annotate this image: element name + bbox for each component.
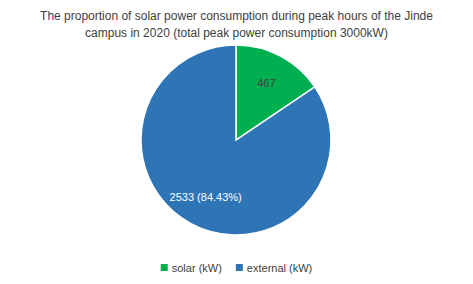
legend-swatch (236, 264, 243, 271)
data-label: 467 (257, 77, 275, 89)
chart: The proportion of solar power consumptio… (0, 0, 473, 284)
legend-swatch (161, 264, 168, 271)
legend-label: external (kW) (247, 262, 312, 274)
legend-label: solar (kW) (172, 262, 222, 274)
title: The proportion of solar power consumptio… (40, 9, 433, 40)
background (0, 0, 473, 284)
legend-item: external (kW) (236, 262, 312, 274)
data-label: 2533 (84.43%) (170, 191, 242, 203)
title-line: campus in 2020 (total peak power consump… (85, 26, 388, 40)
legend: solar (kW) external (kW) (161, 262, 313, 274)
title-line: The proportion of solar power consumptio… (40, 9, 433, 23)
legend-item: solar (kW) (161, 262, 222, 274)
pie: 467 2533 (84.43%) (141, 45, 331, 235)
pie-slice (141, 45, 331, 235)
